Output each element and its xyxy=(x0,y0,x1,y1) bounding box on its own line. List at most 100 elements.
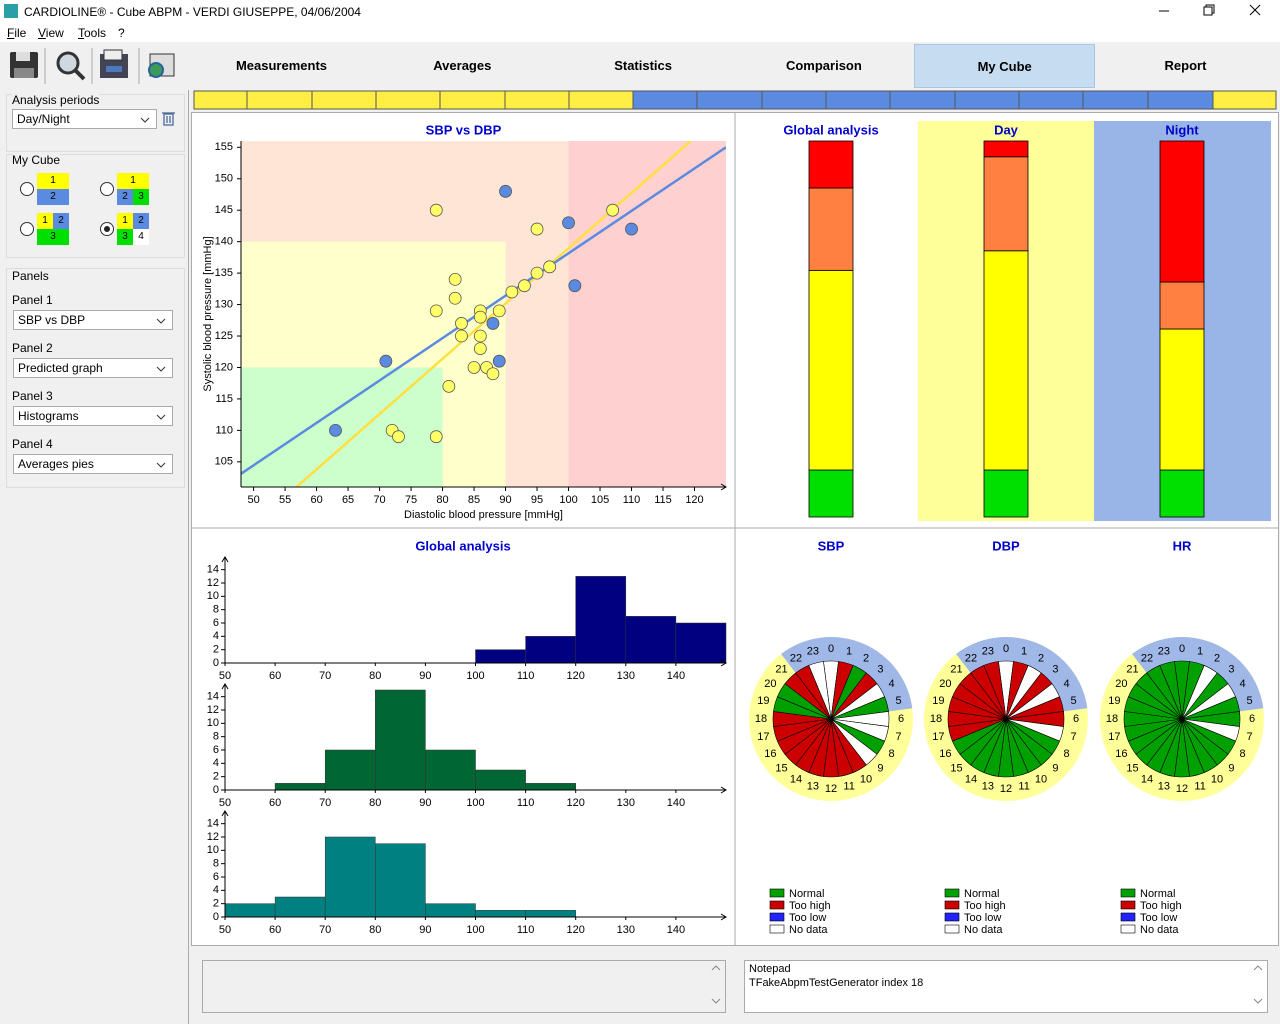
x-tick-label: 100 xyxy=(466,924,484,936)
bar-segment xyxy=(1159,281,1205,330)
histogram-bar xyxy=(324,836,376,918)
menu-item[interactable]: Tools xyxy=(78,26,107,40)
chevron xyxy=(156,366,166,372)
tab[interactable]: Report xyxy=(1164,58,1207,73)
y-tick-label: 135 xyxy=(215,267,233,279)
tab[interactable]: Comparison xyxy=(785,58,862,73)
tab[interactable]: Statistics xyxy=(614,58,672,73)
hour-label: 12 xyxy=(1176,783,1188,795)
cube-cell: 2 xyxy=(133,213,149,229)
timeline-strip xyxy=(193,90,1277,110)
label: Panel 1 xyxy=(12,293,53,307)
window-title: CARDIOLINE® - Cube ABPM - VERDI GIUSEPPE… xyxy=(24,5,361,19)
y-tick-label: 6 xyxy=(213,744,219,756)
x-tick-label: 90 xyxy=(499,494,511,506)
y-tick-label: 140 xyxy=(215,236,233,248)
radio-button[interactable] xyxy=(20,222,34,236)
hour-label: 22 xyxy=(1141,652,1153,664)
axis-arrow xyxy=(720,659,727,667)
y-tick-label: 0 xyxy=(213,657,219,669)
hour-label: 4 xyxy=(1064,678,1070,690)
x-tick-label: 55 xyxy=(279,494,291,506)
data-point xyxy=(429,430,443,444)
dropdown[interactable]: Day/Night xyxy=(12,109,157,129)
cube-cell: 1 xyxy=(37,173,69,189)
hour-label: 9 xyxy=(1052,762,1058,774)
hour-label: 19 xyxy=(1108,695,1120,707)
data-point xyxy=(606,203,620,217)
menu-item[interactable]: File xyxy=(7,26,27,40)
radio-button[interactable] xyxy=(100,182,114,196)
legend-label: Normal xyxy=(789,888,824,900)
axis-arrow xyxy=(720,483,727,491)
trash-icon[interactable] xyxy=(162,112,175,126)
axis-arrow xyxy=(720,913,727,921)
window-controls[interactable] xyxy=(1159,4,1261,16)
data-point xyxy=(329,423,342,437)
hour-label: 2 xyxy=(863,652,869,664)
legend-label: Too low xyxy=(1140,912,1177,924)
notepad-box[interactable] xyxy=(744,960,1268,1013)
label: Panel 4 xyxy=(12,437,53,451)
dropdown[interactable]: Histograms xyxy=(13,406,173,426)
cube-cell: 2 xyxy=(53,213,69,229)
bar-segment xyxy=(808,469,854,518)
hour-label: 18 xyxy=(930,713,942,725)
axis-arrow xyxy=(221,810,229,817)
chevron xyxy=(156,462,166,468)
scroll-arrows[interactable] xyxy=(711,965,1263,1004)
chart-title: Global analysis xyxy=(415,538,510,553)
tab[interactable]: My Cube xyxy=(914,44,1096,88)
hour-label: 20 xyxy=(939,678,951,690)
tab[interactable]: Measurements xyxy=(235,58,328,73)
label: Panel 3 xyxy=(12,389,53,403)
menu-item[interactable]: View xyxy=(38,26,64,40)
toolbar-icons[interactable] xyxy=(10,48,175,84)
x-tick-label: 75 xyxy=(405,494,417,506)
legend-label: No data xyxy=(789,924,828,936)
x-tick-label: 60 xyxy=(269,924,281,936)
hour-sector xyxy=(1159,661,1183,720)
legend-swatch xyxy=(769,924,785,934)
legend-label: Too high xyxy=(789,900,831,912)
y-tick-label: 0 xyxy=(213,784,219,796)
x-tick-label: 90 xyxy=(419,670,431,682)
hour-label: 11 xyxy=(1194,781,1205,793)
hour-label: 17 xyxy=(757,731,769,743)
cube-cell: 3 xyxy=(117,229,133,245)
title-bar xyxy=(0,0,1280,24)
x-tick-label: 100 xyxy=(466,670,484,682)
x-tick-label: 50 xyxy=(219,670,231,682)
x-tick-label: 50 xyxy=(247,494,259,506)
hour-label: 0 xyxy=(828,643,834,655)
y-tick-label: 155 xyxy=(215,141,233,153)
hour-label: 13 xyxy=(807,781,819,793)
histogram-bar xyxy=(525,636,576,664)
chevron xyxy=(140,117,150,123)
cube-cell: 1 xyxy=(37,213,53,229)
hour-label: 19 xyxy=(757,695,769,707)
menu-item[interactable]: ? xyxy=(118,26,125,40)
dropdown[interactable]: Predicted graph xyxy=(13,358,173,378)
radio-button[interactable] xyxy=(20,182,34,196)
hour-label: 4 xyxy=(889,678,895,690)
dropdown[interactable]: Averages pies xyxy=(13,454,173,474)
histogram-bar xyxy=(375,689,426,791)
notepad-box[interactable] xyxy=(202,960,726,1013)
x-tick-label: 70 xyxy=(319,670,331,682)
x-tick-label: 140 xyxy=(667,924,685,936)
y-tick-label: 110 xyxy=(215,424,233,436)
hour-label: 19 xyxy=(932,695,944,707)
bar-segment xyxy=(808,187,854,271)
dropdown[interactable]: SBP vs DBP xyxy=(13,310,173,330)
legend-swatch xyxy=(769,900,785,910)
hour-label: 16 xyxy=(939,748,951,760)
tab[interactable]: Averages xyxy=(433,58,492,73)
y-tick-label: 14 xyxy=(207,691,219,703)
data-point xyxy=(448,272,462,286)
hour-label: 5 xyxy=(1247,695,1253,707)
legend-swatch xyxy=(1120,900,1136,910)
chart-title: HR xyxy=(1173,538,1192,553)
